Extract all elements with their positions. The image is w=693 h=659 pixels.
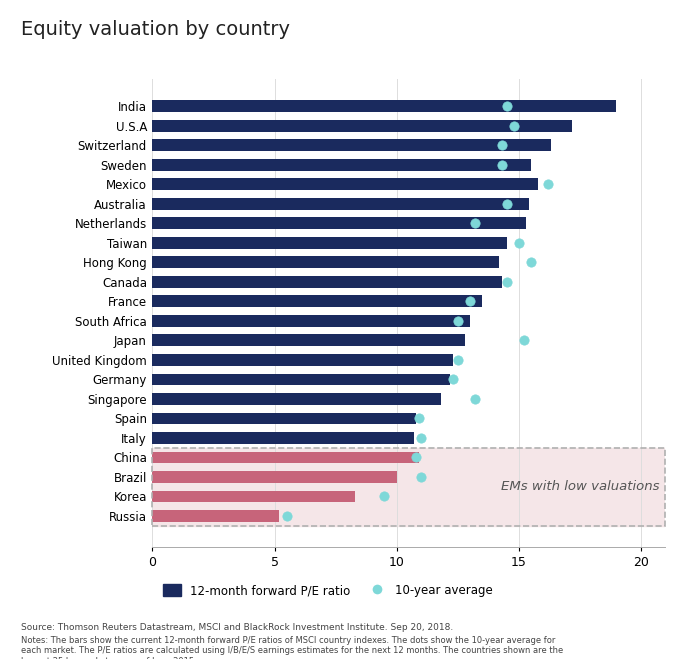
Point	[416, 432, 427, 443]
Bar	[152, 447, 665, 526]
Point	[411, 452, 422, 463]
Text: Equity valuation by country: Equity valuation by country	[21, 20, 290, 39]
Bar	[152, 256, 499, 268]
Text: Source: Thomson Reuters Datastream, MSCI and BlackRock Investment Institute. Sep: Source: Thomson Reuters Datastream, MSCI…	[21, 623, 453, 632]
Bar	[152, 295, 482, 307]
Point	[501, 198, 512, 209]
Point	[496, 140, 507, 150]
Bar	[152, 413, 416, 424]
Point	[469, 218, 480, 229]
Bar	[152, 237, 507, 248]
Text: Notes: The bars show the current 12-month forward P/E ratios of MSCI country ind: Notes: The bars show the current 12-mont…	[21, 636, 563, 659]
Bar	[152, 139, 550, 151]
Point	[501, 277, 512, 287]
Bar	[152, 354, 453, 366]
Point	[509, 121, 520, 131]
Point	[496, 159, 507, 170]
Bar	[152, 100, 617, 112]
Bar	[152, 179, 538, 190]
Point	[514, 237, 525, 248]
Bar	[152, 276, 502, 288]
Bar	[152, 315, 470, 327]
Bar	[152, 159, 531, 171]
Point	[543, 179, 554, 190]
Point	[464, 296, 475, 306]
Bar	[152, 471, 396, 483]
Point	[452, 316, 463, 326]
Bar	[152, 335, 465, 346]
Point	[379, 491, 390, 501]
Bar	[152, 510, 279, 522]
Bar	[152, 217, 526, 229]
Point	[518, 335, 529, 345]
Point	[501, 101, 512, 111]
Point	[452, 355, 463, 365]
Bar	[152, 198, 529, 210]
Point	[469, 393, 480, 404]
Text: EMs with low valuations: EMs with low valuations	[500, 480, 659, 493]
Point	[416, 472, 427, 482]
Point	[447, 374, 458, 385]
Bar	[152, 120, 572, 132]
Bar	[152, 393, 441, 405]
Point	[525, 257, 536, 268]
Point	[413, 413, 424, 424]
Bar	[152, 374, 450, 386]
Point	[281, 511, 292, 521]
Bar	[152, 432, 414, 444]
Legend: 12-month forward P/E ratio, 10-year average: 12-month forward P/E ratio, 10-year aver…	[159, 579, 498, 602]
Bar	[152, 451, 419, 463]
Bar	[152, 490, 355, 502]
